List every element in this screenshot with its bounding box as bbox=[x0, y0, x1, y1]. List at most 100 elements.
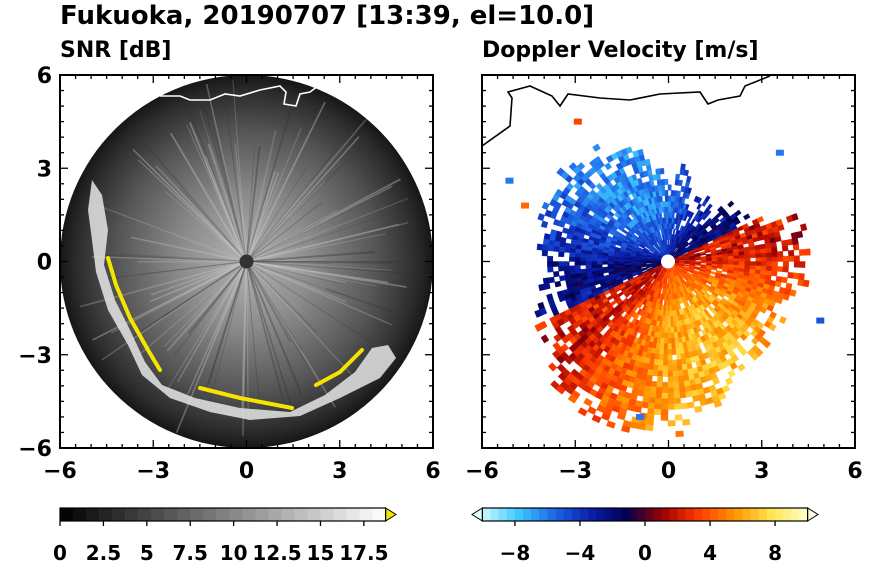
snr-ray bbox=[246, 261, 353, 375]
velocity-cell bbox=[574, 261, 581, 266]
colorbar-cell bbox=[620, 508, 630, 521]
velocity-cell bbox=[590, 257, 598, 262]
velocity-cell bbox=[667, 200, 671, 207]
velocity-cell bbox=[623, 259, 630, 262]
colorbar-cell bbox=[571, 508, 581, 521]
snr-ray bbox=[246, 260, 347, 284]
velocity-cell bbox=[737, 363, 746, 372]
velocity-cell bbox=[552, 218, 561, 227]
velocity-cell bbox=[645, 261, 652, 264]
velocity-cell bbox=[579, 257, 587, 262]
snr-ray bbox=[245, 149, 255, 262]
velocity-cell bbox=[591, 254, 598, 259]
velocity-cell bbox=[741, 223, 749, 230]
velocity-cell bbox=[656, 179, 662, 186]
velocity-cell bbox=[553, 245, 560, 252]
velocity-cell bbox=[744, 261, 751, 266]
colorbar-over-triangle bbox=[807, 507, 819, 522]
y-tick-label: 0 bbox=[37, 251, 52, 276]
velocity-cell bbox=[637, 423, 647, 431]
velocity-cell bbox=[564, 356, 574, 365]
velocity-cell bbox=[667, 354, 673, 361]
snr-ray bbox=[246, 220, 321, 263]
velocity-cell bbox=[798, 273, 805, 281]
velocity-cell bbox=[674, 403, 682, 410]
velocity-cell bbox=[665, 305, 669, 312]
snr-ray bbox=[246, 261, 342, 285]
velocity-cell bbox=[573, 118, 582, 125]
x-tick-label: 0 bbox=[661, 459, 676, 484]
velocity-cell bbox=[788, 255, 795, 262]
velocity-cell bbox=[667, 365, 674, 372]
snr-ray bbox=[245, 261, 311, 371]
velocity-cell bbox=[559, 275, 566, 282]
velocity-cell bbox=[771, 251, 778, 258]
velocity-cell bbox=[754, 348, 764, 357]
velocity-cell bbox=[538, 283, 546, 292]
velocity-cell bbox=[704, 195, 711, 203]
velocity-cell bbox=[662, 315, 666, 323]
snr-ray bbox=[131, 236, 247, 263]
snr-ray bbox=[61, 260, 247, 285]
colorbar-cell bbox=[482, 508, 491, 521]
velocity-cell bbox=[762, 339, 772, 349]
colorbar-cell bbox=[734, 508, 743, 521]
colorbar-cell bbox=[791, 508, 800, 521]
velocity-cell bbox=[641, 401, 650, 409]
colorbar-cell bbox=[60, 508, 74, 521]
velocity-cell bbox=[679, 391, 687, 399]
colorbar-cell bbox=[268, 508, 282, 521]
velocity-cell bbox=[607, 261, 614, 265]
velocity-cell bbox=[757, 328, 766, 337]
velocity-cell bbox=[655, 168, 661, 175]
velocity-cell bbox=[796, 230, 804, 239]
velocity-cell bbox=[717, 392, 727, 401]
velocity-cell bbox=[749, 268, 756, 274]
colorbar-cell bbox=[177, 508, 191, 521]
colorbar-tick-label: 10 bbox=[220, 541, 248, 565]
velocity-cell bbox=[777, 250, 784, 257]
velocity-cell bbox=[574, 248, 582, 254]
x-tick-label: −6 bbox=[43, 459, 77, 484]
snr-ray bbox=[246, 166, 308, 262]
colorbar-cell bbox=[604, 508, 613, 521]
velocity-cell bbox=[547, 362, 558, 372]
velocity-cell bbox=[771, 261, 778, 267]
snr-ray bbox=[232, 80, 248, 262]
colorbar-cell bbox=[710, 508, 719, 521]
velocity-cell bbox=[666, 288, 669, 295]
snr-ray bbox=[246, 260, 432, 276]
snr-ray bbox=[246, 180, 312, 262]
velocity-cell bbox=[722, 261, 729, 265]
velocity-cell bbox=[664, 321, 669, 328]
velocity-cell bbox=[722, 258, 729, 262]
colorbar-cell bbox=[99, 508, 113, 521]
colorbar-cell bbox=[255, 508, 269, 521]
velocity-cell bbox=[534, 309, 543, 318]
velocity-cell bbox=[644, 424, 654, 432]
velocity-cell bbox=[536, 243, 544, 251]
colorbar-cell bbox=[758, 508, 768, 521]
velocity-cell bbox=[563, 265, 570, 272]
snr-ray bbox=[204, 161, 247, 262]
velocity-cell bbox=[667, 403, 675, 410]
colorbar-cell bbox=[73, 508, 87, 521]
velocity-cell bbox=[561, 227, 570, 235]
velocity-cell bbox=[656, 375, 664, 383]
velocity-cell bbox=[771, 265, 778, 272]
x-tick-label: −3 bbox=[558, 459, 592, 484]
snr-ray bbox=[245, 170, 276, 262]
velocity-cell bbox=[717, 205, 724, 213]
velocity-cell bbox=[667, 206, 671, 213]
snr-ray bbox=[165, 191, 247, 262]
snr-ray bbox=[245, 261, 303, 396]
snr-ray bbox=[207, 143, 248, 262]
velocity-panel bbox=[482, 75, 825, 438]
velocity-cell bbox=[663, 343, 669, 350]
snr-ray bbox=[137, 159, 247, 262]
velocity-cell bbox=[596, 261, 603, 265]
velocity-cell bbox=[782, 255, 789, 262]
velocity-cell bbox=[775, 149, 784, 156]
velocity-cell bbox=[678, 375, 685, 382]
colorbar-cell bbox=[588, 508, 597, 521]
